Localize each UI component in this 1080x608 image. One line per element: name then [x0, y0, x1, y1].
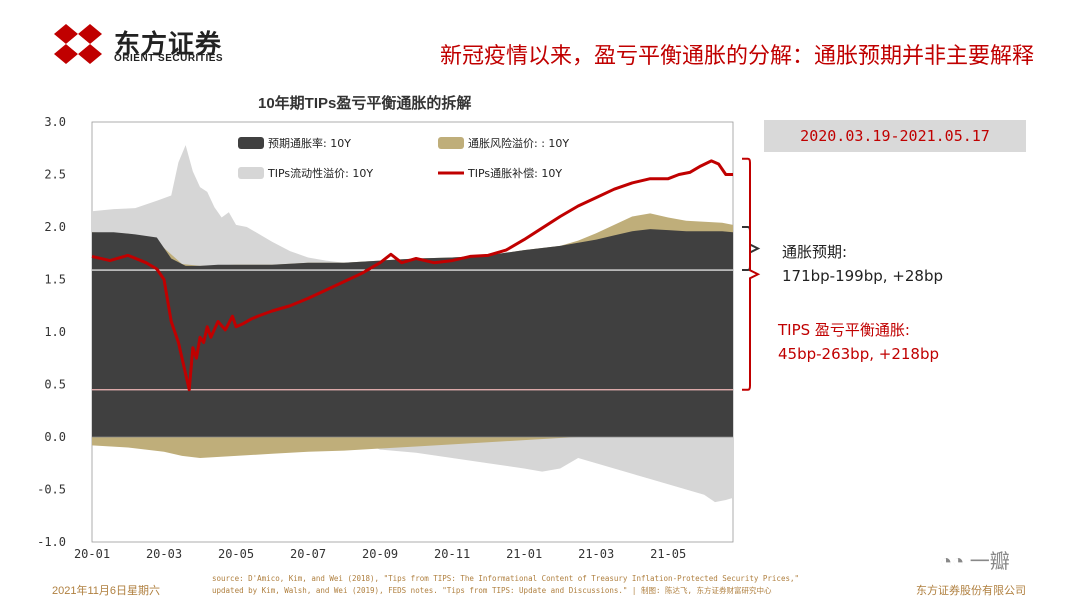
- x-tick-label: 21-03: [578, 547, 614, 561]
- y-tick-label: 3.0: [44, 115, 66, 129]
- legend-label: 通胀风险溢价: : 10Y: [468, 136, 569, 150]
- logo-chinese-name: 东方证券: [114, 29, 223, 59]
- footer-source: source: D'Amico, Kim, and Wei (2018), "T…: [212, 573, 799, 597]
- y-tick-label: 2.0: [44, 220, 66, 234]
- expectation-bracket: [742, 226, 761, 272]
- wechat-icon: ◔◔: [940, 551, 965, 573]
- tips-label: TIPS 盈亏平衡通胀:: [778, 321, 910, 339]
- footer-date: 2021年11月6日星期六: [52, 585, 161, 597]
- x-tick-label: 21-05: [650, 547, 686, 561]
- tips-bracket: [742, 157, 761, 391]
- tips-annotation: TIPS 盈亏平衡通胀: 45bp-263bp, +218bp: [778, 318, 939, 366]
- source-line-1: source: D'Amico, Kim, and Wei (2018), "T…: [212, 574, 799, 583]
- legend-swatch-dark: [238, 137, 264, 149]
- y-tick-label: 2.5: [44, 168, 66, 182]
- expectation-value: 171bp-199bp, +28bp: [782, 267, 943, 285]
- y-tick-label: -0.5: [37, 483, 66, 497]
- footer-company: 东方证券股份有限公司: [916, 585, 1026, 597]
- logo-english-name: ORIENT SECURITIES: [114, 53, 224, 64]
- legend-label: TIPs流动性溢价: 10Y: [267, 166, 373, 180]
- x-tick-label: 20-01: [74, 547, 110, 561]
- watermark-text: 一瓣: [969, 551, 1010, 573]
- wechat-watermark: ◔◔ 一瓣: [940, 545, 1050, 575]
- expectation-annotation: 通胀预期: 171bp-199bp, +28bp: [782, 240, 943, 288]
- company-logo: 东方证券 ORIENT SECURITIES: [52, 22, 252, 66]
- tips-compensation-line: [91, 159, 733, 392]
- y-tick-label: 0.0: [44, 430, 66, 444]
- x-tick-label: 20-07: [290, 547, 326, 561]
- risk-premium-negative-area: [92, 437, 733, 458]
- y-tick-label: 0.5: [44, 378, 66, 392]
- liquidity-premium-negative-area: [92, 437, 733, 503]
- legend-label: TIPs通胀补偿: 10Y: [467, 166, 562, 180]
- expected-inflation-area: [92, 229, 733, 437]
- slide-title: 新冠疫情以来，盈亏平衡通胀的分解：通胀预期并非主要解释: [439, 43, 1034, 68]
- y-tick-label: 1.5: [44, 273, 66, 287]
- x-tick-label: 20-05: [218, 547, 254, 561]
- x-tick-label: 20-11: [434, 547, 470, 561]
- x-tick-label: 21-01: [506, 547, 542, 561]
- orient-logo-icon: [54, 24, 102, 64]
- legend-label: 预期通胀率: 10Y: [268, 136, 351, 150]
- expectation-label: 通胀预期:: [782, 243, 848, 261]
- y-tick-label: 1.0: [44, 325, 66, 339]
- y-tick-label: -1.0: [37, 535, 66, 549]
- legend-swatch-tan: [438, 137, 464, 149]
- x-tick-label: 20-09: [362, 547, 398, 561]
- source-line-2: updated by Kim, Walsh, and Wei (2019), F…: [212, 586, 772, 595]
- tips-value: 45bp-263bp, +218bp: [778, 345, 939, 363]
- date-range-box: 2020.03.19-2021.05.17: [764, 120, 1026, 152]
- chart-title: 10年期TIPs盈亏平衡通胀的拆解: [258, 95, 472, 112]
- legend-swatch-light: [238, 167, 264, 179]
- x-tick-label: 20-03: [146, 547, 182, 561]
